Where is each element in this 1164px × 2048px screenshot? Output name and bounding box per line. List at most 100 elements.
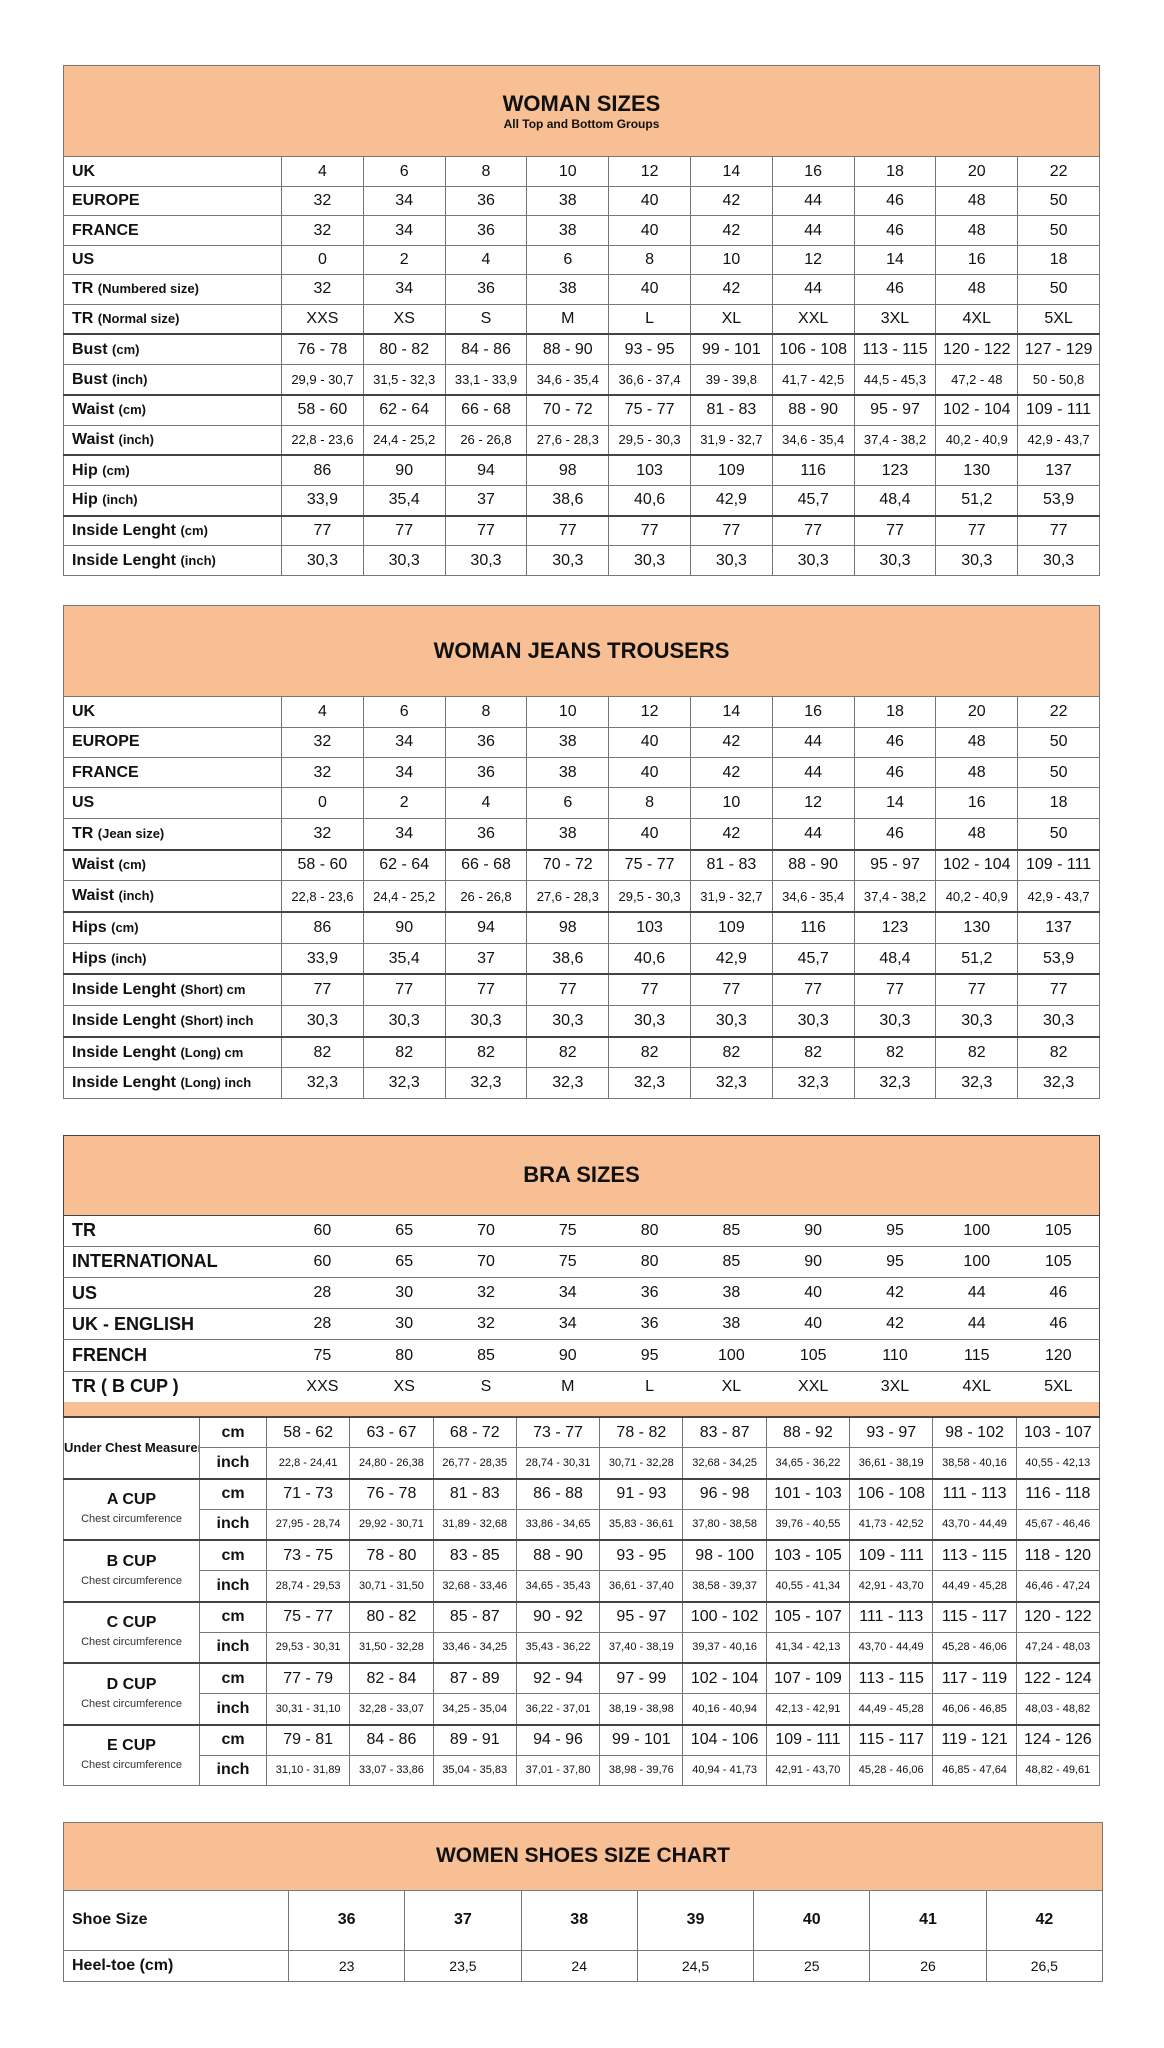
row-label-unit: (Short) cm xyxy=(180,982,246,998)
table-row: inch 30,31 - 31,10 32,28 - 33,07 34,25 - 35… xyxy=(64,1693,1101,1726)
table-row: Waist (cm) 58 - 60 62 - 64 66 - 68 70 - 72 75… xyxy=(63,393,1100,426)
table-cell: 20 xyxy=(935,156,1019,187)
row-label-unit: (inch) xyxy=(102,492,138,508)
table-cell: 32 xyxy=(445,1277,527,1310)
row-label-name: Inside Lenght xyxy=(72,1011,176,1029)
table-cell: 90 xyxy=(772,1246,855,1279)
table-row: EUROPE 32 34 36 38 40 42 44 46 48 50 xyxy=(63,726,1100,759)
table-cell: 77 xyxy=(281,514,364,547)
row-label-unit: (inch) xyxy=(118,888,154,904)
row-label-name: Waist xyxy=(72,856,115,874)
table-cell: 28,74 - 30,31 xyxy=(515,1447,601,1480)
table-cell: 53,9 xyxy=(1017,485,1100,517)
table-cell: 89 - 91 xyxy=(432,1723,517,1756)
table-cell: 43,70 - 44,49 xyxy=(849,1631,934,1664)
table-cell: 77 xyxy=(444,514,528,547)
table-cell: 36 xyxy=(608,1277,691,1310)
table-cell: 4 xyxy=(281,696,364,728)
table-cell: 48 xyxy=(935,274,1019,305)
table-cell: 39 xyxy=(636,1889,755,1951)
table-row: Waist (inch) 22,8 - 23,6 24,4 - 25,2 26 - 2… xyxy=(63,880,1100,913)
cup-label: E CUP Chest circumference xyxy=(63,1723,200,1786)
table-cell: 32,68 - 33,46 xyxy=(432,1570,517,1603)
table-cell: 98 - 102 xyxy=(932,1416,1017,1449)
table-cell: 95 xyxy=(608,1339,691,1372)
table-cell: 90 - 92 xyxy=(515,1600,601,1633)
table-cell: 130 xyxy=(935,454,1019,487)
table-cell: 22 xyxy=(1017,696,1100,728)
table-cell: 109 - 111 xyxy=(1017,848,1100,882)
table-cell: 44 xyxy=(935,1277,1018,1310)
table-cell: M xyxy=(526,1371,609,1404)
table-cell: 34 xyxy=(362,726,446,759)
table-cell: 86 xyxy=(281,910,364,944)
table-cell: 33,1 - 33,9 xyxy=(444,364,528,396)
row-label: Inside Lenght (inch) xyxy=(63,545,282,576)
table-cell: 81 - 83 xyxy=(432,1477,517,1510)
table-cell: 30,3 xyxy=(362,1005,446,1038)
table-cell: 88 - 90 xyxy=(771,393,855,426)
table-cell: 36,61 - 37,40 xyxy=(599,1570,684,1603)
table-cell: 46,46 - 47,24 xyxy=(1015,1570,1101,1603)
table-cell: 30 xyxy=(363,1308,446,1341)
cup-label: Under Chest Measurement xyxy=(63,1416,200,1480)
row-label: Hip (cm) xyxy=(63,454,282,487)
table-cell: 38 xyxy=(690,1308,773,1341)
table-cell: 48 xyxy=(935,185,1019,217)
table-cell: 80 xyxy=(608,1246,691,1279)
row-label: Waist (cm) xyxy=(63,848,282,882)
table-cell: 46 xyxy=(853,757,937,789)
table-cell: 4 xyxy=(444,244,528,276)
table-cell: 38,58 - 40,16 xyxy=(932,1447,1017,1480)
table-cell: 43,70 - 44,49 xyxy=(932,1508,1017,1541)
table-cell: 14 xyxy=(853,787,937,819)
unit-inch: inch xyxy=(199,1631,267,1664)
table-cell: 122 - 124 xyxy=(1015,1662,1101,1695)
table-cell: 41,7 - 42,5 xyxy=(771,364,855,396)
table-cell: 44 xyxy=(771,185,855,217)
table-cell: 6 xyxy=(526,244,610,276)
table-cell: 28 xyxy=(281,1308,364,1341)
table-cell: 86 - 88 xyxy=(515,1477,601,1510)
row-label-unit: (Normal size) xyxy=(97,311,180,327)
table-cell: 85 xyxy=(690,1215,773,1247)
table-cell: 82 - 84 xyxy=(349,1662,434,1695)
table-cell: 22 xyxy=(1017,156,1100,187)
table-cell: 102 - 104 xyxy=(682,1662,767,1695)
table-cell: 113 - 115 xyxy=(853,333,937,366)
table-cell: 77 xyxy=(853,973,937,1007)
unit-cm: cm xyxy=(199,1662,267,1695)
table-cell: 109 - 111 xyxy=(765,1723,851,1756)
table-cell: 32,68 - 34,25 xyxy=(682,1447,767,1480)
table-cell: 60 xyxy=(281,1246,364,1279)
table-cell: 71 - 73 xyxy=(265,1477,351,1510)
table-cell: 82 xyxy=(771,1035,855,1069)
table-row: Inside Lenght (Long) cm 82 82 82 82 82 82 82 82 8… xyxy=(63,1035,1100,1069)
table-cell: 42,91 - 43,70 xyxy=(765,1754,851,1787)
table-cell: 75 - 77 xyxy=(608,848,691,882)
table-cell: 44,49 - 45,28 xyxy=(932,1570,1017,1603)
table-cell: 98 - 100 xyxy=(682,1539,767,1572)
table-cell: 6 xyxy=(526,787,610,819)
row-label-name: UK xyxy=(72,162,96,180)
table-cell: 90 xyxy=(362,910,446,944)
table-row: D CUP Chest circumference cm 77 - 79 82 - 84… xyxy=(63,1662,1101,1726)
table-cell: 46 xyxy=(853,726,937,759)
table-cell: 30,3 xyxy=(853,545,937,576)
table-cell: 80 xyxy=(363,1339,446,1372)
row-label-name: Waist xyxy=(72,887,115,905)
table-row: Waist (inch) 22,8 - 23,6 24,4 - 25,2 26 - 2… xyxy=(63,424,1100,456)
table-cell: 95 xyxy=(854,1215,936,1247)
unit-cm: cm xyxy=(199,1416,267,1449)
table-cell: 105 - 107 xyxy=(765,1600,851,1633)
table-cell: 116 - 118 xyxy=(1015,1477,1101,1510)
table-cell: 115 xyxy=(935,1339,1018,1372)
table-cell: 34 xyxy=(362,817,446,851)
table-cell: 40,6 xyxy=(608,942,691,975)
table-cell: 62 - 64 xyxy=(362,848,446,882)
table-cell: 0 xyxy=(281,787,364,819)
unit-inch: inch xyxy=(199,1570,267,1603)
row-label-unit: (cm) xyxy=(112,341,140,357)
table-cell: 65 xyxy=(363,1215,446,1247)
